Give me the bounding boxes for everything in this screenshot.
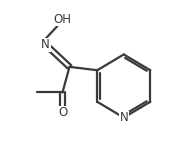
- Text: O: O: [58, 106, 67, 119]
- Text: N: N: [41, 38, 50, 51]
- Text: N: N: [119, 111, 128, 124]
- Text: OH: OH: [54, 13, 72, 26]
